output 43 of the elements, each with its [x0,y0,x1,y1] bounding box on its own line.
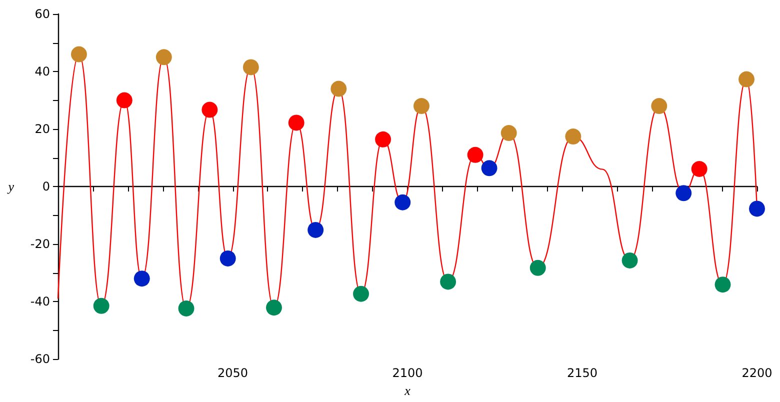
point [93,298,110,314]
point [353,286,370,302]
point [308,222,324,238]
y-tick-label: 40 [34,64,50,79]
y-tick-label: -20 [30,237,50,252]
point [738,71,755,88]
point [565,128,582,145]
point [691,161,708,178]
point [202,102,218,118]
point [116,92,132,108]
point [651,98,668,114]
point [413,98,430,114]
point [178,300,194,316]
point [481,160,498,176]
point [70,46,87,62]
point [440,274,456,290]
y-axis-title: y [6,179,14,194]
point [375,131,392,148]
x-axis-title: x [404,383,411,398]
y-tick-label: 20 [34,122,50,136]
y-tick-label: 0 [42,180,50,194]
point [467,146,484,163]
point [622,252,638,268]
x-tick-label: 2200 [742,366,772,380]
point [530,260,546,276]
point [266,300,282,316]
point [714,276,731,293]
point [676,185,692,202]
x-tick-label: 2100 [392,366,423,380]
y-tick-label: -60 [30,352,50,366]
point [156,49,172,66]
point [242,59,259,76]
point [134,270,150,287]
point [394,194,411,210]
point [220,250,236,266]
point [330,80,347,97]
x-tick-label: 2150 [566,366,598,380]
point [288,114,304,131]
point [500,125,517,142]
y-tick-label: 60 [34,7,50,21]
point [749,200,765,217]
x-tick-label: 2050 [217,366,248,380]
y-tick-label: -40 [30,294,50,309]
